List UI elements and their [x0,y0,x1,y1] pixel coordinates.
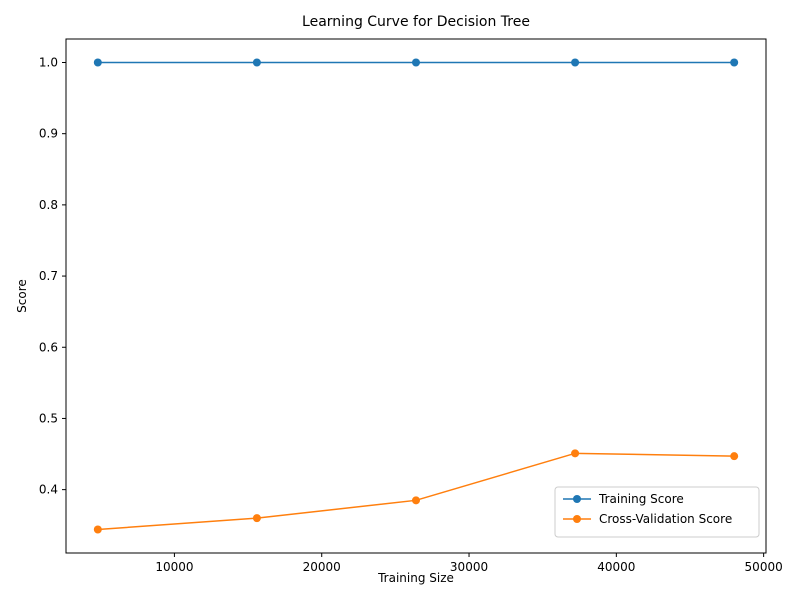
chart-title: Learning Curve for Decision Tree [302,14,530,30]
y-tick-label: 0.6 [39,340,58,354]
y-tick-label: 0.7 [39,269,58,283]
x-tick-label: 50000 [745,560,783,574]
x-tick-label: 40000 [597,560,635,574]
training-score-legend-marker [573,495,581,503]
cross-validation-score-legend-marker [573,515,581,523]
y-tick-label: 1.0 [39,55,58,69]
training-score-point [730,58,739,67]
y-tick-label: 0.8 [39,198,58,212]
x-tick-label: 20000 [303,560,341,574]
legend-box [554,486,760,538]
training-score-point [571,58,580,67]
legend: Training Score Cross-Validation Score [554,486,760,538]
y-tick-label: 0.5 [39,411,58,425]
x-tick-label: 30000 [450,560,488,574]
cross-validation-score-point [252,514,261,523]
axes-frame [65,38,767,554]
training-score-legend-label: Training Score [598,492,684,506]
cross-validation-score-legend-label: Cross-Validation Score [599,512,732,526]
cross-validation-score-point [730,452,739,461]
plot-area [93,58,739,534]
training-score-point [252,58,261,67]
x-axis-label: Training Size [377,571,454,585]
cross-validation-score-point [412,496,420,505]
cross-validation-score-point [93,525,102,534]
cross-validation-score-point [571,449,580,458]
y-axis-label: Score [15,279,29,313]
y-tick-label: 0.4 [39,483,58,497]
x-axis: 10000 20000 30000 40000 50000 [155,553,783,574]
x-tick-label: 10000 [155,560,193,574]
training-score-point [412,58,420,67]
y-axis: 0.4 0.5 0.6 0.7 0.8 0.9 1.0 [39,55,66,497]
y-tick-label: 0.9 [39,127,58,141]
training-score-point [93,58,102,67]
